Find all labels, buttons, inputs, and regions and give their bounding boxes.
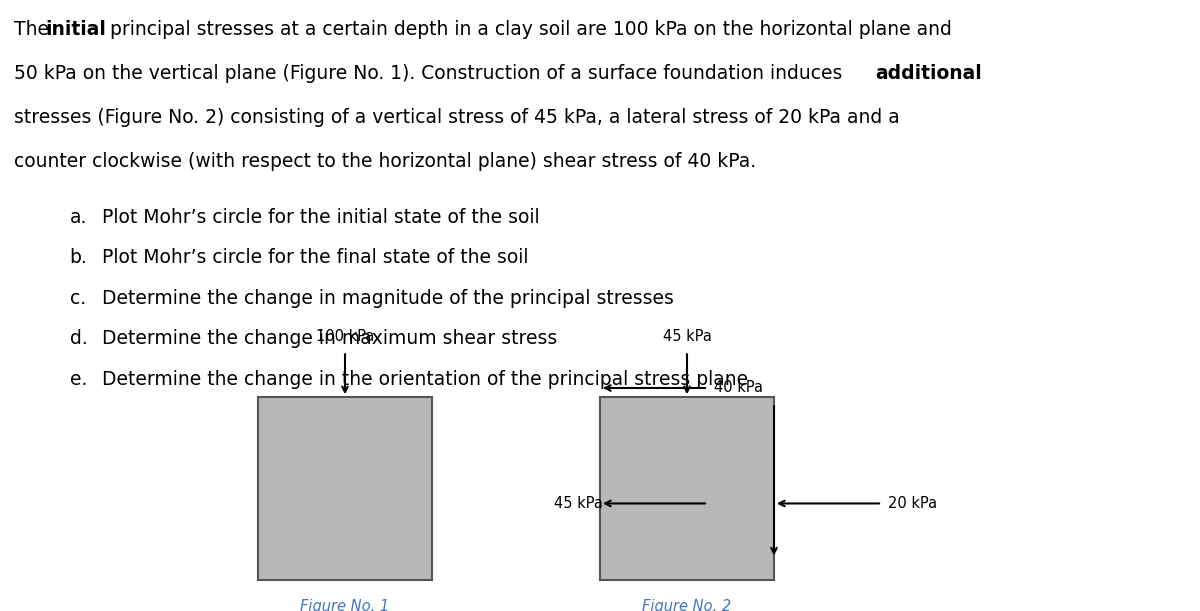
Text: counter clockwise (with respect to the horizontal plane) shear stress of 40 kPa.: counter clockwise (with respect to the h… bbox=[14, 152, 756, 170]
Bar bbox=[258, 397, 432, 580]
Text: c.: c. bbox=[70, 288, 85, 308]
Text: 20 kPa: 20 kPa bbox=[888, 496, 937, 511]
Bar bbox=[600, 397, 774, 580]
Text: Figure No. 1: Figure No. 1 bbox=[300, 599, 390, 611]
Text: 50 kPa on the vertical plane (Figure No. 1). Construction of a surface foundatio: 50 kPa on the vertical plane (Figure No.… bbox=[14, 64, 848, 82]
Text: principal stresses at a certain depth in a clay soil are 100 kPa on the horizont: principal stresses at a certain depth in… bbox=[104, 20, 953, 38]
Text: Figure No. 2: Figure No. 2 bbox=[642, 599, 732, 611]
Text: d.: d. bbox=[70, 329, 88, 348]
Text: Determine the change in magnitude of the principal stresses: Determine the change in magnitude of the… bbox=[102, 288, 674, 308]
Text: The: The bbox=[14, 20, 55, 38]
Text: Determine the change in maximum shear stress: Determine the change in maximum shear st… bbox=[102, 329, 557, 348]
Text: 45 kPa: 45 kPa bbox=[553, 496, 602, 511]
Text: a.: a. bbox=[70, 208, 86, 227]
Text: Plot Mohr’s circle for the final state of the soil: Plot Mohr’s circle for the final state o… bbox=[102, 248, 528, 267]
Text: Determine the change in the orientation of the principal stress plane: Determine the change in the orientation … bbox=[102, 370, 748, 389]
Text: additional: additional bbox=[875, 64, 982, 82]
Text: stresses (Figure No. 2) consisting of a vertical stress of 45 kPa, a lateral str: stresses (Figure No. 2) consisting of a … bbox=[14, 108, 900, 126]
Text: e.: e. bbox=[70, 370, 86, 389]
Text: 45 kPa: 45 kPa bbox=[662, 329, 712, 344]
Text: b.: b. bbox=[70, 248, 88, 267]
Text: Plot Mohr’s circle for the initial state of the soil: Plot Mohr’s circle for the initial state… bbox=[102, 208, 540, 227]
Text: 40 kPa: 40 kPa bbox=[714, 381, 763, 395]
Text: 100 kPa: 100 kPa bbox=[316, 329, 374, 344]
Text: initial: initial bbox=[46, 20, 107, 38]
